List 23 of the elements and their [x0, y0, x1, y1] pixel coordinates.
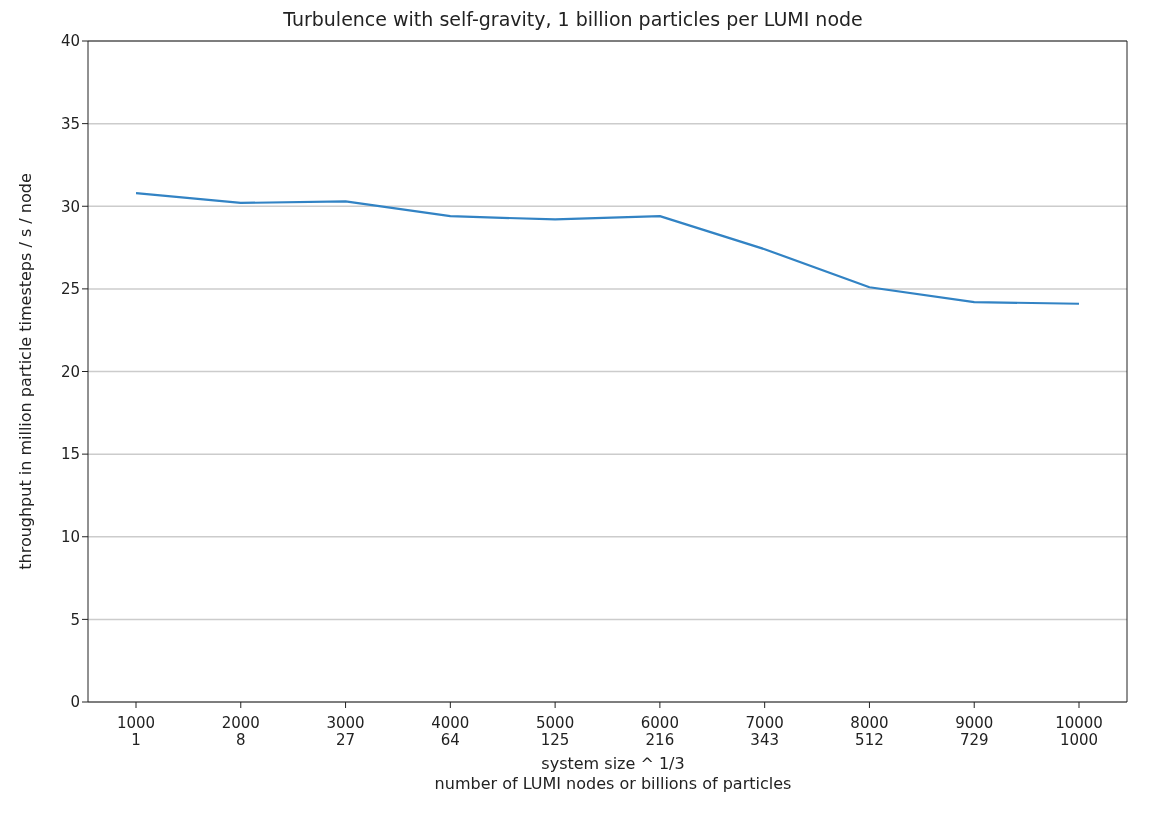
x-tick-label: 3000 27 — [326, 714, 365, 750]
y-tick-label: 10 — [60, 528, 80, 547]
x-tick-label: 9000 729 — [955, 714, 994, 750]
x-tick-label: 2000 8 — [221, 714, 260, 750]
y-tick-label: 5 — [70, 610, 80, 629]
y-tick-label: 30 — [60, 197, 80, 216]
chart-title: Turbulence with self-gravity, 1 billion particles per LUMI node — [282, 8, 864, 32]
y-tick-label: 40 — [60, 32, 80, 51]
y-axis-title: throughput in million particle timesteps / s / node — [15, 173, 35, 570]
x-tick-label: 7000 343 — [745, 714, 784, 750]
x-tick-label: 6000 216 — [640, 714, 679, 750]
y-tick-label: 0 — [70, 693, 80, 712]
y-tick-label: 15 — [60, 445, 80, 464]
x-tick-label: 8000 512 — [850, 714, 889, 750]
y-tick-label: 20 — [60, 362, 80, 381]
y-tick-label: 35 — [60, 114, 80, 133]
y-tick-label: 25 — [60, 280, 80, 299]
x-tick-label: 5000 125 — [536, 714, 575, 750]
line-series — [134, 191, 1081, 305]
x-tick-label: 1000 1 — [116, 714, 156, 750]
x-tick-label: 4000 64 — [431, 714, 470, 750]
x-tick-label: 10000 1000 — [1055, 714, 1103, 750]
x-axis-title: system size ^ 1/3 number of LUMI nodes or billions of particles — [433, 754, 793, 794]
